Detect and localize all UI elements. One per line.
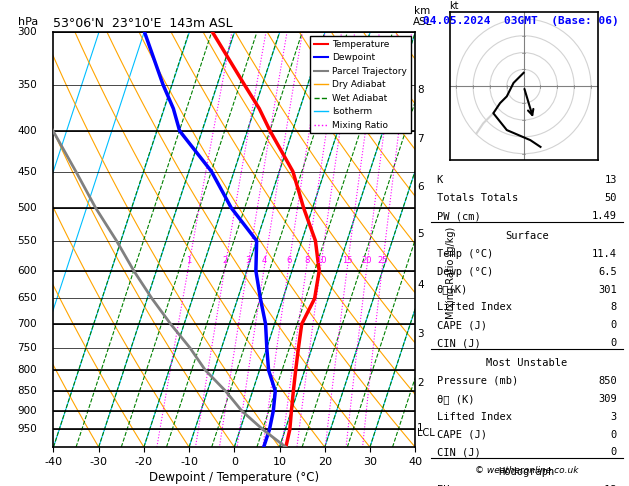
Text: Surface: Surface <box>505 231 548 241</box>
Text: 2: 2 <box>417 378 423 388</box>
Text: K: K <box>437 175 443 185</box>
Text: 650: 650 <box>18 294 37 303</box>
Text: Pressure (mb): Pressure (mb) <box>437 376 518 386</box>
Text: 1: 1 <box>417 423 423 433</box>
Legend: Temperature, Dewpoint, Parcel Trajectory, Dry Adiabat, Wet Adiabat, Isotherm, Mi: Temperature, Dewpoint, Parcel Trajectory… <box>311 36 411 134</box>
Text: Mixing Ratio (g/kg): Mixing Ratio (g/kg) <box>447 226 456 319</box>
Text: Lifted Index: Lifted Index <box>437 412 511 422</box>
Text: hPa: hPa <box>18 17 38 27</box>
Text: 700: 700 <box>18 319 37 329</box>
Text: 15: 15 <box>342 256 353 265</box>
Text: 8: 8 <box>304 256 309 265</box>
Text: 2: 2 <box>223 256 228 265</box>
Text: 25: 25 <box>377 256 388 265</box>
Text: 550: 550 <box>18 236 37 246</box>
Text: Totals Totals: Totals Totals <box>437 193 518 203</box>
Text: 3: 3 <box>417 329 423 339</box>
Text: 350: 350 <box>18 80 37 90</box>
Text: 301: 301 <box>598 285 617 295</box>
Text: 20: 20 <box>362 256 372 265</box>
Text: 6.5: 6.5 <box>598 267 617 277</box>
Text: 309: 309 <box>598 394 617 404</box>
Text: 400: 400 <box>18 126 37 136</box>
Text: LCL: LCL <box>417 428 435 438</box>
Text: 0: 0 <box>611 448 617 457</box>
Text: 0: 0 <box>611 338 617 348</box>
Text: 10: 10 <box>316 256 326 265</box>
Text: CIN (J): CIN (J) <box>437 448 481 457</box>
Text: 7: 7 <box>417 135 423 144</box>
Text: 850: 850 <box>598 376 617 386</box>
Text: 3: 3 <box>245 256 251 265</box>
Text: 1: 1 <box>186 256 191 265</box>
Text: Most Unstable: Most Unstable <box>486 358 567 368</box>
Text: CAPE (J): CAPE (J) <box>437 320 487 330</box>
Text: Dewp (°C): Dewp (°C) <box>437 267 493 277</box>
Text: Hodograph: Hodograph <box>499 467 555 477</box>
Text: Temp (°C): Temp (°C) <box>437 249 493 259</box>
Text: kt: kt <box>450 1 459 11</box>
Text: 6: 6 <box>286 256 292 265</box>
X-axis label: Dewpoint / Temperature (°C): Dewpoint / Temperature (°C) <box>149 471 320 484</box>
Text: 13: 13 <box>604 175 617 185</box>
Text: CIN (J): CIN (J) <box>437 338 481 348</box>
Text: 850: 850 <box>18 386 37 396</box>
Text: 50: 50 <box>604 193 617 203</box>
Text: 11.4: 11.4 <box>592 249 617 259</box>
Text: 1.49: 1.49 <box>592 211 617 221</box>
Text: Lifted Index: Lifted Index <box>437 302 511 312</box>
Text: θᴇ(K): θᴇ(K) <box>437 285 468 295</box>
Text: 53°06'N  23°10'E  143m ASL: 53°06'N 23°10'E 143m ASL <box>53 17 233 31</box>
Text: km
ASL: km ASL <box>413 6 432 27</box>
Text: 450: 450 <box>18 167 37 176</box>
Text: 4: 4 <box>417 280 423 290</box>
Text: 8: 8 <box>417 85 423 95</box>
Text: 900: 900 <box>18 406 37 416</box>
Text: 3: 3 <box>611 412 617 422</box>
Text: θᴇ (K): θᴇ (K) <box>437 394 474 404</box>
Text: -12: -12 <box>598 485 617 486</box>
Text: CAPE (J): CAPE (J) <box>437 430 487 439</box>
Text: 6: 6 <box>417 182 423 191</box>
Text: 800: 800 <box>18 365 37 375</box>
Text: 950: 950 <box>18 424 37 434</box>
Text: 500: 500 <box>18 203 37 213</box>
Text: 4: 4 <box>262 256 267 265</box>
Text: 300: 300 <box>18 27 37 36</box>
Text: 750: 750 <box>18 343 37 353</box>
Text: © weatheronline.co.uk: © weatheronline.co.uk <box>475 466 579 475</box>
Text: 0: 0 <box>611 430 617 439</box>
Text: 0: 0 <box>611 320 617 330</box>
Text: 600: 600 <box>18 266 37 276</box>
Text: 5: 5 <box>417 229 423 240</box>
Text: PW (cm): PW (cm) <box>437 211 481 221</box>
Text: EH: EH <box>437 485 449 486</box>
Text: 04.05.2024  03GMT  (Base: 06): 04.05.2024 03GMT (Base: 06) <box>423 16 618 26</box>
Text: 8: 8 <box>611 302 617 312</box>
